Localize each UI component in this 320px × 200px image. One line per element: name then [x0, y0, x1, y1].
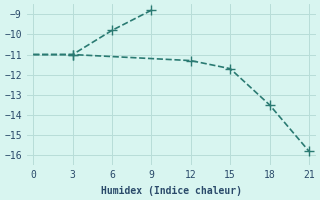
X-axis label: Humidex (Indice chaleur): Humidex (Indice chaleur)	[100, 186, 242, 196]
